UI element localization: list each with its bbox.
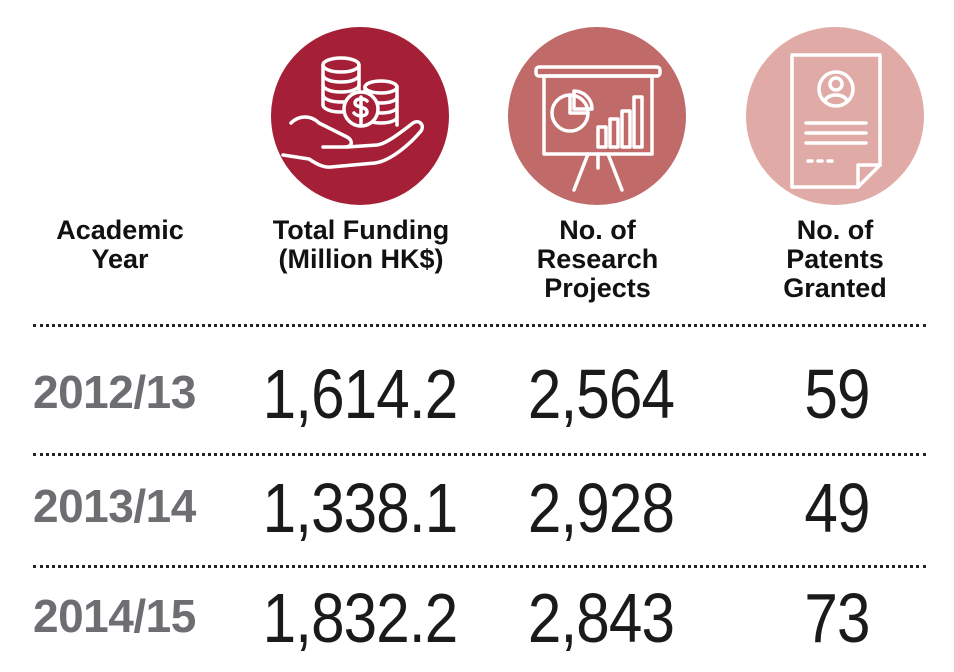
header-research-projects: No. of Research Projects [536, 215, 659, 303]
dotted-divider [33, 453, 926, 456]
total-funding-cell: 1,338.1 [262, 469, 459, 547]
patents-granted-cell: 59 [804, 355, 870, 433]
patents-granted-cell: 49 [804, 469, 870, 547]
hand-with-coins-icon [271, 27, 449, 205]
research-projects-cell: 2,928 [527, 469, 675, 547]
research-projects-cell: 2,843 [527, 579, 675, 657]
header-total-funding: Total Funding (Million HK$) [272, 215, 450, 274]
academic-year-cell: 2012/13 [33, 366, 196, 418]
patents-granted-cell: 73 [804, 579, 870, 657]
dotted-divider [33, 324, 926, 327]
total-funding-cell: 1,832.2 [262, 579, 459, 657]
table-row: 2014/15 1,832.2 2,843 73 [0, 570, 954, 670]
academic-year-cell: 2014/15 [33, 590, 196, 642]
patent-document-person-icon [746, 27, 924, 205]
research-projects-cell: 2,564 [527, 355, 675, 433]
header-patents-granted: No. of Patents Granted [783, 215, 887, 303]
academic-year-cell: 2013/14 [33, 480, 196, 532]
presentation-board-chart-icon [508, 27, 686, 205]
dotted-divider [33, 565, 926, 568]
table-row: 2013/14 1,338.1 2,928 49 [0, 460, 954, 560]
table-row: 2012/13 1,614.2 2,564 59 [0, 346, 954, 446]
total-funding-cell: 1,614.2 [262, 355, 459, 433]
header-academic-year: Academic Year [56, 215, 184, 274]
